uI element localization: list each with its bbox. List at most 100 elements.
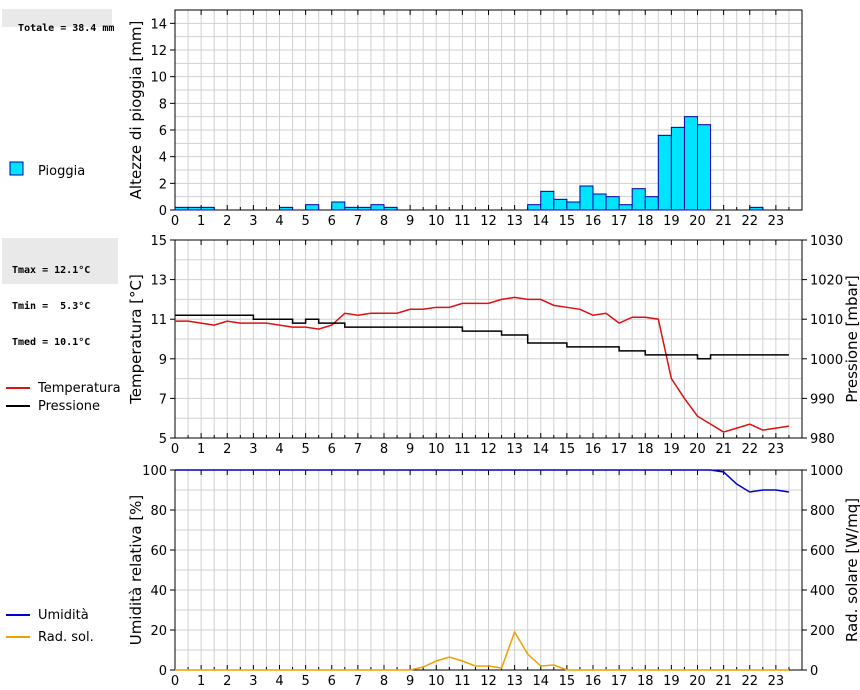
x-tick-label: 0 xyxy=(171,674,179,689)
x-tick-label: 1 xyxy=(197,214,205,229)
x-tick-label: 8 xyxy=(380,442,388,457)
x-tick-label: 2 xyxy=(223,214,231,229)
x-tick-label: 4 xyxy=(275,214,283,229)
x-tick-label: 14 xyxy=(532,442,549,457)
x-tick-label: 23 xyxy=(768,214,785,229)
x-tick-label: 16 xyxy=(585,674,602,689)
x-tick-label: 9 xyxy=(406,674,414,689)
y-tick-label: 4 xyxy=(159,151,167,166)
y2-axis-label: Pressione [mbar] xyxy=(843,275,860,403)
y-tick-label: 11 xyxy=(150,313,167,328)
x-tick-label: 20 xyxy=(689,442,706,457)
x-tick-label: 0 xyxy=(171,214,179,229)
x-tick-label: 16 xyxy=(585,442,602,457)
y-tick-label: 20 xyxy=(150,624,167,639)
y2-tick-label: 1020 xyxy=(810,274,843,289)
x-tick-label: 20 xyxy=(689,674,706,689)
series-line-radsol xyxy=(175,630,789,671)
x-tick-label: 22 xyxy=(741,214,758,229)
y-tick-label: 12 xyxy=(150,44,167,59)
x-tick-label: 12 xyxy=(480,674,497,689)
x-tick-label: 2 xyxy=(223,674,231,689)
x-tick-label: 19 xyxy=(663,442,680,457)
rain-bar xyxy=(657,134,672,211)
x-tick-label: 7 xyxy=(354,442,362,457)
x-tick-label: 12 xyxy=(480,214,497,229)
y2-tick-label: 1030 xyxy=(810,234,843,249)
x-tick-label: 15 xyxy=(559,214,576,229)
x-tick-label: 17 xyxy=(611,674,628,689)
x-tick-label: 10 xyxy=(428,674,445,689)
y-tick-label: 6 xyxy=(159,124,167,139)
legend-label-0: Temperatura xyxy=(37,381,121,396)
x-tick-label: 3 xyxy=(249,214,257,229)
x-tick-label: 11 xyxy=(454,674,471,689)
panel-2: 0 1 2 3 4 5 6 7 8 9 10 11 12 13 14 15 16 17 18 19 20 21 22 2357… xyxy=(6,234,860,457)
x-tick-label: 8 xyxy=(380,674,388,689)
rain-bar xyxy=(344,206,359,211)
x-tick-label: 5 xyxy=(301,674,309,689)
y-tick-label: 60 xyxy=(150,544,167,559)
x-tick-label: 23 xyxy=(768,442,785,457)
panel-3: 0 1 2 3 4 5 6 7 8 9 10 11 12 13 14 15 16 17 18 19 20 21 22 2302… xyxy=(6,464,860,689)
x-tick-label: 1 xyxy=(197,674,205,689)
legend-label-1: Pressione xyxy=(38,399,100,414)
x-tick-label: 13 xyxy=(506,214,523,229)
rain-bar xyxy=(331,201,346,211)
legend-label-0: Umidità xyxy=(38,608,89,623)
y-axis-label: Temperatura [°C] xyxy=(127,274,145,405)
y2-tick-label: 990 xyxy=(810,392,835,407)
y2-tick-label: 1000 xyxy=(810,353,843,368)
x-tick-label: 6 xyxy=(328,674,336,689)
x-tick-label: 6 xyxy=(328,442,336,457)
x-tick-label: 19 xyxy=(663,674,680,689)
rain-bar xyxy=(370,204,385,211)
y-tick-label: 0 xyxy=(159,664,167,679)
x-tick-label: 21 xyxy=(715,674,732,689)
tmed-text: Tmed = 10.1°C xyxy=(12,337,91,348)
legend-label-1: Rad. sol. xyxy=(38,630,94,645)
rain-bar xyxy=(749,206,764,211)
series-line-temperatura xyxy=(175,296,790,433)
rain-bar xyxy=(683,116,698,211)
tmin-text: Tmin = 5.3°C xyxy=(12,301,91,312)
rain-bar xyxy=(383,206,398,211)
x-tick-label: 18 xyxy=(637,674,654,689)
series-line-pressione xyxy=(175,314,789,360)
x-tick-label: 13 xyxy=(506,674,523,689)
x-tick-label: 6 xyxy=(328,214,336,229)
x-tick-label: 22 xyxy=(741,442,758,457)
rain-bar xyxy=(644,196,659,211)
x-tick-label: 11 xyxy=(454,214,471,229)
panel-1: 0 1 2 3 4 5 6 7 8 9 10 11 12 13 14 15 16 17 18 19 20 21 22 2302… xyxy=(9,9,803,229)
x-tick-label: 21 xyxy=(715,442,732,457)
series-line-umidit xyxy=(175,469,790,493)
x-tick-label: 0 xyxy=(171,442,179,457)
x-tick-label: 4 xyxy=(275,674,283,689)
x-tick-label: 16 xyxy=(585,214,602,229)
y2-tick-label: 980 xyxy=(810,432,835,447)
tmax-text: Tmax = 12.1°C xyxy=(12,265,91,276)
x-tick-label: 7 xyxy=(354,674,362,689)
rain-bar xyxy=(566,201,581,211)
rain-bar xyxy=(670,126,685,211)
y-tick-label: 0 xyxy=(159,204,167,219)
rain-bar xyxy=(305,204,320,211)
y2-tick-label: 0 xyxy=(810,664,818,679)
rain-bar xyxy=(618,204,633,211)
y-tick-label: 8 xyxy=(159,97,167,112)
x-tick-label: 7 xyxy=(354,214,362,229)
y2-tick-label: 1000 xyxy=(810,464,843,479)
x-tick-label: 9 xyxy=(406,442,414,457)
legend-label-pioggia: Pioggia xyxy=(38,164,85,179)
rain-bar xyxy=(697,124,712,211)
x-tick-label: 23 xyxy=(768,674,785,689)
x-tick-label: 3 xyxy=(249,674,257,689)
y-tick-label: 10 xyxy=(150,71,167,86)
rain-bar xyxy=(174,206,189,211)
x-tick-label: 13 xyxy=(506,442,523,457)
x-tick-label: 20 xyxy=(689,214,706,229)
y-tick-label: 40 xyxy=(150,584,167,599)
rain-total-text: Totale = 38.4 mm xyxy=(18,23,115,34)
